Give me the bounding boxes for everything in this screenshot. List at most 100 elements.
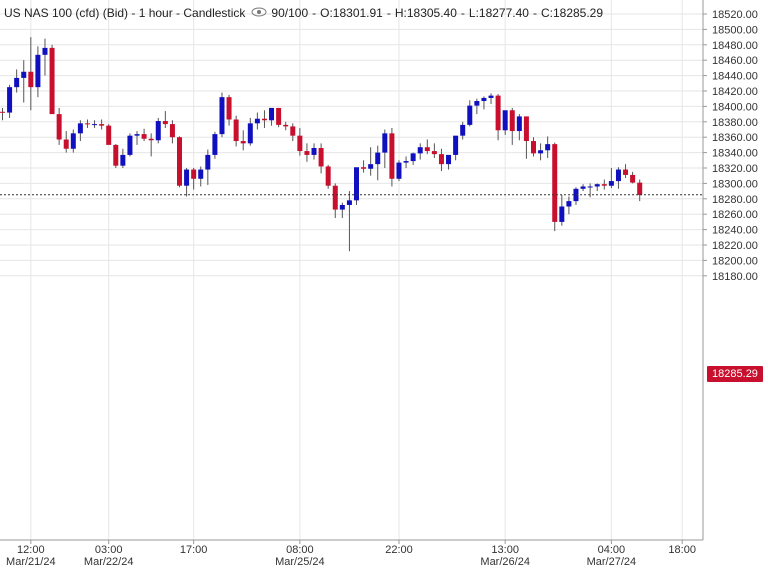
eye-icon[interactable] — [251, 6, 267, 20]
y-tick-label: 18340.00 — [712, 148, 758, 160]
candle-body — [169, 124, 175, 138]
candle-body — [552, 144, 558, 222]
y-tick-label: 18520.00 — [712, 9, 758, 21]
x-tick-label-date: Mar/27/24 — [587, 556, 637, 568]
x-tick-label-time: 08:00 — [286, 544, 314, 556]
candle-body — [35, 54, 41, 88]
y-tick-label: 18320.00 — [712, 163, 758, 175]
candle-body — [240, 141, 246, 144]
candle-body — [375, 152, 381, 165]
candle-body — [141, 134, 147, 139]
candle-body — [184, 169, 190, 186]
chart-title: US NAS 100 (cfd) (Bid) - 1 hour - Candle… — [4, 6, 246, 20]
candle-body — [460, 124, 466, 136]
candle-body — [325, 166, 331, 186]
candle-body — [99, 124, 105, 126]
candle-body — [148, 138, 154, 141]
candle-body — [516, 116, 522, 132]
y-tick-label: 18480.00 — [712, 40, 758, 52]
candle-body — [247, 123, 253, 144]
candle-body — [523, 116, 529, 142]
candle-body — [28, 71, 34, 88]
x-tick-label-time: 17:00 — [180, 544, 208, 556]
candle-body — [155, 121, 161, 141]
candle-body — [191, 169, 197, 179]
y-tick-label: 18460.00 — [712, 55, 758, 67]
ohlc-open: O:18301.91 — [320, 6, 383, 20]
candle-body — [177, 137, 182, 186]
candle-body — [502, 110, 508, 131]
candle-body — [297, 135, 303, 152]
y-tick-label: 18400.00 — [712, 101, 758, 113]
candle-body — [162, 121, 168, 125]
candle-body — [134, 134, 140, 136]
candle-body — [630, 174, 636, 183]
last-price-tag: 18285.29 — [707, 366, 763, 382]
candle-body — [488, 95, 494, 98]
y-tick-label: 18420.00 — [712, 86, 758, 98]
candle-body — [531, 141, 536, 154]
candle-body — [113, 144, 119, 166]
x-tick-label-time: 13:00 — [491, 544, 519, 556]
candle-body — [205, 154, 211, 170]
chart-header: US NAS 100 (cfd) (Bid) - 1 hour - Candle… — [4, 6, 604, 20]
x-tick-label-date: Mar/25/24 — [275, 556, 325, 568]
candle-body — [410, 153, 416, 162]
x-tick-label-time: 12:00 — [17, 544, 45, 556]
candle-body — [63, 139, 69, 149]
candle-body — [254, 118, 260, 124]
candle-body — [120, 154, 126, 166]
x-tick-label-time: 03:00 — [95, 544, 123, 556]
candle-body — [318, 147, 324, 167]
candle-body — [283, 124, 289, 127]
candle-body — [346, 200, 352, 205]
y-tick-label: 18380.00 — [712, 117, 758, 129]
candle-body — [290, 126, 296, 136]
candle-body — [269, 107, 275, 121]
candle-body — [226, 97, 232, 120]
candle-body — [615, 169, 621, 182]
candle-body — [403, 161, 409, 163]
zoom-level: 90/100 — [271, 6, 309, 20]
candle-body — [127, 135, 133, 155]
candle-body — [601, 184, 607, 186]
candle-body — [106, 125, 112, 145]
candle-body — [49, 47, 55, 115]
candle-body — [495, 95, 501, 131]
y-tick-label: 18440.00 — [712, 71, 758, 83]
candle-body — [304, 151, 310, 155]
x-tick-label-time: 22:00 — [385, 544, 413, 556]
candle-body — [339, 204, 345, 210]
candle-body — [261, 118, 267, 121]
candle-body — [594, 184, 600, 187]
y-tick-label: 18300.00 — [712, 178, 758, 190]
candle-body — [573, 188, 579, 202]
candle-body — [42, 47, 48, 55]
candle-body — [417, 147, 423, 154]
candle-body — [587, 186, 593, 188]
candle-body — [233, 119, 239, 142]
candle-body — [198, 169, 204, 179]
candle-body — [481, 97, 487, 102]
candle-body — [382, 133, 388, 153]
candle-body — [566, 201, 572, 207]
ohlc-high: H:18305.40 — [394, 6, 457, 20]
x-tick-label-date: Mar/22/24 — [84, 556, 134, 568]
candle-body — [212, 134, 218, 155]
candle-body — [219, 97, 225, 135]
candle-body — [637, 182, 643, 195]
candle-body — [311, 147, 317, 155]
candle-body — [438, 154, 444, 165]
candle-body — [424, 147, 430, 152]
candle-body — [361, 167, 367, 169]
candle-body — [389, 133, 395, 179]
candle-body — [538, 150, 544, 154]
x-tick-label-time: 18:00 — [668, 544, 696, 556]
candle-body — [276, 107, 282, 125]
candle-body — [332, 185, 338, 210]
y-tick-label: 18240.00 — [712, 225, 758, 237]
candle-body — [559, 206, 565, 222]
candle-body — [580, 186, 586, 189]
